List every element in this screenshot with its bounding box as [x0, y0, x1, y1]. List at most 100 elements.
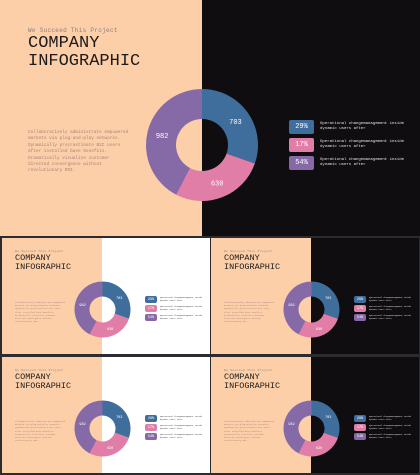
- slide-title-line-1: COMPANY: [224, 253, 260, 263]
- legend-item-3: 54% Operational changemanagement inside …: [354, 433, 411, 440]
- donut-slice-pink: [89, 313, 129, 338]
- slide-body-text: Collaboratively administrate empowered m…: [28, 130, 129, 174]
- donut-label-pink: 630: [107, 447, 113, 451]
- legend-desc-3-line-2: dynamic users after: [369, 435, 392, 439]
- slide-thumbnail-3[interactable]: We Succeed This Project COMPANY INFOGRAP…: [2, 357, 210, 473]
- legend-badge-2: 17%: [354, 305, 366, 312]
- donut-slice-pink: [89, 432, 129, 457]
- slide-title-line-2: INFOGRAPHIC: [28, 51, 141, 71]
- legend-item-3: 54% Operational changemanagement inside …: [145, 433, 202, 440]
- legend-desc-1: Operational changemanagement inside dyna…: [320, 122, 404, 133]
- legend-badge-2: 17%: [145, 424, 157, 431]
- slide-body-text: Collaboratively administrate empowered m…: [15, 420, 65, 443]
- legend-badge-1: 29%: [354, 296, 366, 303]
- legend-desc-3-line-2: dynamic users after: [320, 163, 366, 168]
- donut-label-purple: 982: [79, 304, 85, 308]
- slide-title: COMPANY INFOGRAPHIC: [224, 373, 280, 391]
- legend-item-3: 54% Operational changemanagement inside …: [354, 314, 411, 321]
- donut-slice-purple: [74, 400, 103, 454]
- legend-desc-2-line-2: dynamic users after: [320, 145, 366, 150]
- donut-slice-blue: [102, 281, 131, 319]
- donut-slice-purple: [145, 89, 202, 195]
- donut-slice-blue: [202, 89, 258, 164]
- donut-chart: 703 630 982: [283, 281, 340, 338]
- legend-desc-2-line-2: dynamic users after: [160, 307, 183, 311]
- legend-item-2: 17% Operational changemanagement inside …: [289, 138, 404, 152]
- legend-desc-1-line-1: Operational changemanagement inside: [369, 296, 412, 299]
- donut-label-blue: 703: [116, 416, 122, 420]
- legend-desc-2-line-1: Operational changemanagement inside: [160, 305, 203, 308]
- legend-badge-1: 29%: [145, 415, 157, 422]
- legend-desc-1-line-1: Operational changemanagement inside: [160, 296, 203, 299]
- legend-desc-2-line-2: dynamic users after: [369, 307, 392, 311]
- legend-desc-1-line-2: dynamic users after: [369, 298, 392, 302]
- donut-label-purple: 982: [156, 133, 169, 141]
- slide-thumbnail-2[interactable]: We Succeed This Project COMPANY INFOGRAP…: [211, 238, 419, 354]
- legend-item-2: 17% Operational changemanagement inside …: [145, 305, 202, 312]
- slide-title: COMPANY INFOGRAPHIC: [15, 373, 71, 391]
- donut-chart: 703 630 982: [74, 281, 131, 338]
- donut-label-purple: 982: [288, 423, 294, 427]
- legend-desc-2-line-1: Operational changemanagement inside: [160, 424, 203, 427]
- legend-desc-2-line-1: Operational changemanagement inside: [320, 140, 405, 144]
- donut-label-purple: 982: [79, 423, 85, 427]
- legend-desc-3-line-2: dynamic users after: [369, 316, 392, 320]
- legend-desc-3-line-2: dynamic users after: [160, 435, 183, 439]
- legend-desc-3: Operational changemanagement inside dyna…: [160, 433, 202, 439]
- slide-subtitle: We Succeed This Project: [224, 369, 273, 372]
- legend-desc-3-line-1: Operational changemanagement inside: [160, 314, 203, 317]
- slide-title-line-1: COMPANY: [15, 253, 51, 263]
- legend-badge-3: 54%: [354, 433, 366, 440]
- legend-badge-3: 54%: [145, 314, 157, 321]
- legend-badge-3: 54%: [354, 314, 366, 321]
- legend-desc-1: Operational changemanagement inside dyna…: [160, 415, 202, 421]
- legend-item-1: 29% Operational changemanagement inside …: [145, 296, 202, 303]
- legend-desc-3: Operational changemanagement inside dyna…: [369, 433, 411, 439]
- legend-desc-2-line-2: dynamic users after: [160, 426, 183, 430]
- slide-thumbnail-1[interactable]: We Succeed This Project COMPANY INFOGRAP…: [2, 238, 210, 354]
- legend-badge-1: 29%: [289, 120, 314, 134]
- legend-desc-1-line-2: dynamic users after: [160, 298, 183, 302]
- legend-item-2: 17% Operational changemanagement inside …: [354, 424, 411, 431]
- legend-desc-3: Operational changemanagement inside dyna…: [369, 314, 411, 320]
- slide-main[interactable]: We Succeed This Project COMPANY INFOGRAP…: [0, 0, 420, 236]
- slide-title: COMPANY INFOGRAPHIC: [224, 254, 280, 272]
- donut-label-purple: 982: [288, 304, 294, 308]
- legend-desc-3-line-2: dynamic users after: [160, 316, 183, 320]
- slide-body-text: Collaboratively administrate empowered m…: [224, 420, 274, 443]
- legend-desc-1-line-2: dynamic users after: [369, 417, 392, 421]
- donut-label-blue: 703: [325, 297, 331, 301]
- slide-subtitle: We Succeed This Project: [28, 27, 118, 34]
- donut-slice-pink: [298, 432, 338, 457]
- slide-title-line-2: INFOGRAPHIC: [224, 261, 281, 272]
- legend-item-2: 17% Operational changemanagement inside …: [145, 424, 202, 431]
- legend-badge-1: 29%: [354, 415, 366, 422]
- donut-slice-purple: [283, 281, 312, 335]
- legend-desc-1-line-2: dynamic users after: [160, 417, 183, 421]
- slide-title: COMPANY INFOGRAPHIC: [15, 254, 71, 272]
- legend-item-1: 29% Operational changemanagement inside …: [354, 415, 411, 422]
- legend-desc-2: Operational changemanagement inside dyna…: [369, 305, 411, 311]
- donut-label-blue: 703: [325, 416, 331, 420]
- donut-chart: 703 630 982: [145, 89, 258, 201]
- legend-desc-2: Operational changemanagement inside dyna…: [160, 424, 203, 430]
- legend-item-1: 29% Operational changemanagement inside …: [289, 120, 404, 134]
- donut-slice-blue: [102, 400, 131, 438]
- slide-body-text: Collaboratively administrate empowered m…: [224, 301, 274, 324]
- slide-subtitle: We Succeed This Project: [224, 250, 273, 253]
- donut-label-pink: 630: [316, 328, 322, 332]
- slide-title-line-1: COMPANY: [15, 372, 51, 382]
- donut-chart: 703 630 982: [283, 400, 340, 457]
- donut-slice-purple: [283, 400, 312, 454]
- legend-desc-1: Operational changemanagement inside dyna…: [369, 296, 412, 302]
- slide-thumbnail-4[interactable]: We Succeed This Project COMPANY INFOGRAP…: [211, 357, 419, 473]
- slide-title: COMPANY INFOGRAPHIC: [28, 35, 140, 71]
- donut-label-pink: 630: [107, 328, 113, 332]
- legend-item-1: 29% Operational changemanagement inside …: [145, 415, 202, 422]
- legend-desc-1: Operational changemanagement inside dyna…: [160, 296, 203, 302]
- legend-desc-1-line-1: Operational changemanagement inside: [369, 415, 412, 418]
- legend-item-2: 17% Operational changemanagement inside …: [354, 305, 411, 312]
- legend-desc-3: Operational changemanagement inside dyna…: [320, 158, 404, 169]
- legend-badge-2: 17%: [354, 424, 366, 431]
- slide-title-line-1: COMPANY: [28, 34, 100, 53]
